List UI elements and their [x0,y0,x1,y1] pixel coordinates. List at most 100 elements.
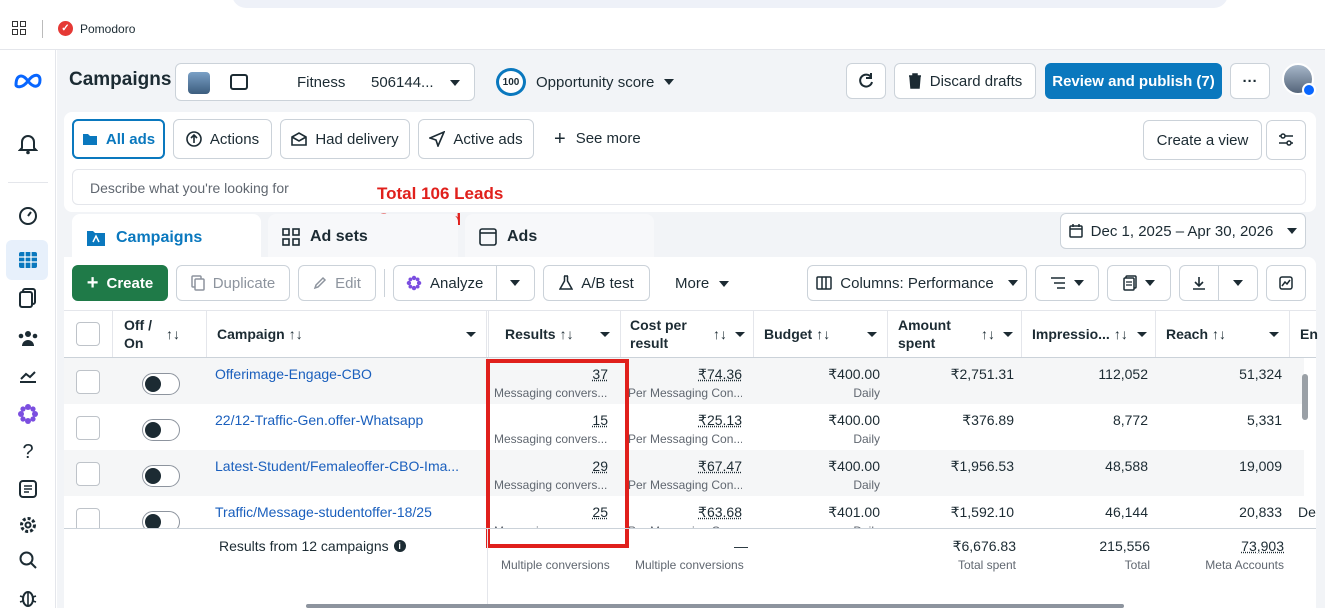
see-more-label: See more [576,130,641,147]
filter-actions[interactable]: Actions [173,119,272,159]
copy-icon [191,275,205,291]
page-title: Campaigns [69,69,171,91]
filter-had-delivery[interactable]: Had delivery [280,119,410,159]
vertical-scrollbar[interactable] [1302,374,1308,420]
bookmark-pomodoro[interactable]: ✓ Pomodoro [58,21,135,36]
search-placeholder: Describe what you're looking for [90,180,289,196]
review-publish-button[interactable]: Review and publish (7) [1045,63,1222,99]
chevron-down-icon [735,332,745,337]
on-off-toggle[interactable] [142,465,180,487]
opportunity-score-label[interactable]: Opportunity score [536,74,654,91]
header-reach[interactable]: Reach ↑↓ [1156,311,1290,357]
audience-icon[interactable] [14,324,42,352]
header-results[interactable]: Results ↑↓ [488,311,621,357]
sliders-icon [1278,133,1294,147]
chevron-down-icon[interactable] [664,79,674,85]
cost-per-result-value[interactable]: ₹74.36 [698,366,742,383]
account-avatar [188,72,210,94]
envelope-icon [291,132,307,146]
columns-button[interactable]: Columns: Performance [807,265,1027,301]
header-impressions[interactable]: Impressio... ↑↓ [1022,311,1156,357]
info-icon[interactable]: i [394,540,406,552]
header-off-on-line2: On [124,334,152,352]
tab-ad-sets[interactable]: Ad sets [268,214,458,260]
more-options-button[interactable]: ··· [1230,63,1270,99]
search-icon[interactable] [14,546,42,574]
row-checkbox[interactable] [76,508,100,528]
duplicate-button[interactable]: Duplicate [176,265,290,301]
account-selector[interactable]: Fitness 506144... [175,63,475,101]
discard-drafts-button[interactable]: Discard drafts [894,63,1036,99]
charts-button[interactable] [1266,265,1306,301]
campaign-name-link[interactable]: 22/12-Traffic-Gen.offer-Whatsapp [215,412,423,428]
address-bar[interactable] [232,0,1228,8]
discard-drafts-label: Discard drafts [930,73,1023,90]
cost-per-result-value[interactable]: ₹25.13 [698,412,742,429]
tab-campaigns[interactable]: Campaigns [72,214,261,262]
opportunity-score-badge[interactable]: 100 [496,68,526,96]
folder-icon [86,229,106,247]
header-campaign[interactable]: Campaign ↑↓ [207,311,487,357]
campaign-name-link[interactable]: Traffic/Message-studentoffer-18/25 [215,504,432,520]
chart-line-icon[interactable] [14,362,42,390]
footer-cost-sub: Multiple conversions [635,558,744,572]
bell-icon[interactable] [14,130,42,158]
header-off-on[interactable]: Off / On ↑↓ [112,311,207,357]
table-grid-icon[interactable] [14,246,42,274]
more-button[interactable]: More [675,275,729,292]
breakdown-button[interactable] [1035,265,1099,301]
see-more-button[interactable]: + See more [554,130,641,147]
create-button[interactable]: + Create [72,265,168,301]
horizontal-scrollbar[interactable] [306,604,1124,608]
refresh-button[interactable] [846,63,886,99]
cost-per-result-value[interactable]: ₹63.68 [698,504,742,521]
tab-ads[interactable]: Ads [465,214,654,260]
meta-logo-icon[interactable] [13,66,43,94]
header-ends[interactable]: En [1290,311,1320,357]
filter-all-ads[interactable]: All ads [72,119,165,159]
cost-per-result-sublabel: Per Messaging Con... [628,386,742,400]
flower-icon [406,275,422,291]
date-range-picker[interactable]: Dec 1, 2025 – Apr 30, 2026 [1060,213,1306,249]
search-input[interactable]: Describe what you're looking for [72,169,1306,205]
filter-settings-button[interactable] [1266,120,1306,160]
tab-ad-sets-label: Ad sets [310,228,368,246]
on-off-toggle[interactable] [142,419,180,441]
edit-button[interactable]: Edit [298,265,376,301]
ab-test-button[interactable]: A/B test [543,265,650,301]
gear-icon[interactable] [14,511,42,539]
help-icon[interactable]: ? [14,438,42,466]
on-off-toggle[interactable] [142,511,180,528]
reports-button[interactable] [1107,265,1171,301]
tab-ads-label: Ads [507,228,537,246]
row-checkbox[interactable] [76,462,100,486]
plus-icon: + [554,131,566,147]
row-checkbox[interactable] [76,416,100,440]
chevron-down-icon [1287,228,1297,234]
header-impressions-label: Impressio... [1032,326,1110,342]
select-all-checkbox[interactable] [76,322,100,346]
header-cost-per-result[interactable]: Cost per result ↑↓ [621,311,754,357]
analyze-button[interactable]: Analyze [393,265,535,301]
sort-icon: ↑↓ [981,325,995,343]
divider [42,20,43,38]
user-avatar[interactable] [1282,63,1314,95]
documents-icon[interactable] [14,284,42,312]
filter-active-ads[interactable]: Active ads [418,119,534,159]
export-button[interactable] [1179,265,1258,301]
cost-per-result-value[interactable]: ₹67.47 [698,458,742,475]
row-checkbox[interactable] [76,370,100,394]
header-budget[interactable]: Budget ↑↓ [754,311,888,357]
duplicate-label: Duplicate [213,275,276,292]
on-off-toggle[interactable] [142,373,180,395]
arrow-up-circle-icon [186,131,202,147]
billing-icon[interactable] [14,475,42,503]
flower-icon[interactable] [14,400,42,428]
campaign-name-link[interactable]: Latest-Student/Femaleoffer-CBO-Ima... [215,458,459,474]
cost-per-result-sublabel: Per Messaging Con... [628,478,742,492]
header-amount-spent[interactable]: Amount spent ↑↓ [888,311,1022,357]
campaign-name-link[interactable]: Offerimage-Engage-CBO [215,366,372,382]
apps-grid-icon[interactable] [12,21,26,35]
create-view-button[interactable]: Create a view [1143,120,1262,160]
gauge-icon[interactable] [14,202,42,230]
